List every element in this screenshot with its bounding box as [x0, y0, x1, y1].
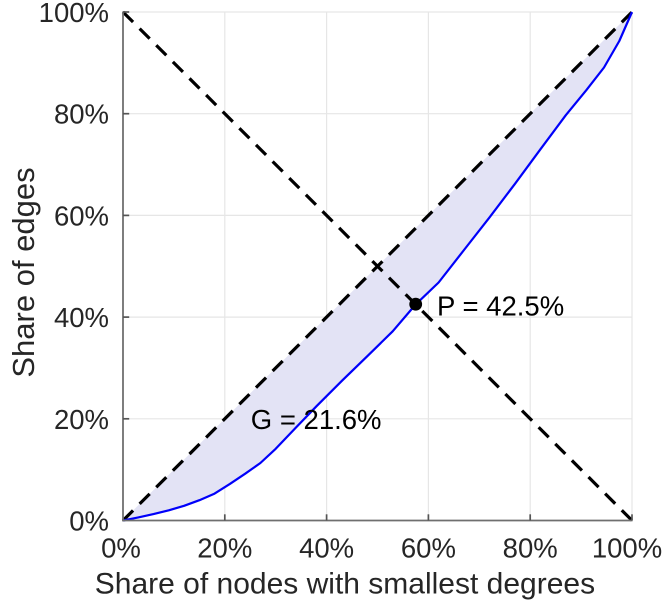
svg-text:20%: 20% [54, 404, 109, 435]
svg-text:Share of edges: Share of edges [6, 167, 41, 377]
svg-text:40%: 40% [299, 533, 354, 564]
svg-text:40%: 40% [54, 302, 109, 333]
svg-text:0%: 0% [101, 533, 141, 564]
svg-text:G = 21.6%: G = 21.6% [251, 404, 382, 435]
svg-text:80%: 80% [54, 99, 109, 130]
svg-text:100%: 100% [39, 0, 109, 28]
svg-text:0%: 0% [69, 506, 109, 537]
svg-text:60%: 60% [401, 533, 456, 564]
svg-text:P = 42.5%: P = 42.5% [437, 291, 564, 322]
svg-text:80%: 80% [503, 533, 558, 564]
svg-text:100%: 100% [592, 533, 662, 564]
svg-text:60%: 60% [54, 200, 109, 231]
svg-text:20%: 20% [197, 533, 252, 564]
svg-text:Share of nodes with smallest d: Share of nodes with smallest degrees [95, 568, 595, 600]
